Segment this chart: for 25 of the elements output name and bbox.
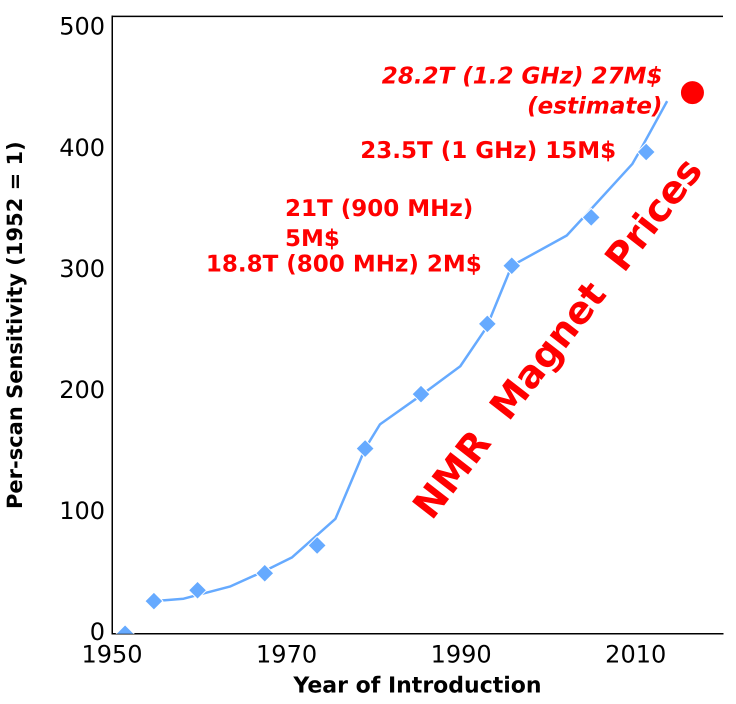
y-tick-label: 500 xyxy=(59,12,105,41)
point xyxy=(582,208,601,227)
x-tick-label: 2010 xyxy=(605,640,666,668)
annotation: 23.5T (1 GHz) 15M$ xyxy=(360,138,616,164)
y-tick-label: 200 xyxy=(59,376,105,404)
y-tick-label: 300 xyxy=(59,254,105,283)
point xyxy=(502,256,522,276)
y-tick-label: 100 xyxy=(59,496,105,525)
y-tick-label: 400 xyxy=(59,134,105,162)
point xyxy=(680,80,705,106)
x-tick-label: 1990 xyxy=(430,640,492,668)
point xyxy=(308,536,327,555)
point xyxy=(356,439,375,458)
annotation: 18.8T (800 MHz) 2M$ xyxy=(206,252,482,278)
point xyxy=(144,592,164,611)
point xyxy=(188,580,208,600)
point xyxy=(411,384,430,404)
point xyxy=(636,142,656,162)
annotation: 28.2T (1.2 GHz) 27M$ (estimate) xyxy=(382,64,662,120)
x-axis-title: Year of Introduction xyxy=(292,674,542,699)
y-axis-title: Per-scan Sensitivity (1952 = 1) xyxy=(3,141,28,509)
point xyxy=(255,564,274,583)
annotation: 21T (900 MHz) 5M$ xyxy=(285,196,474,252)
x-tick-label: 1970 xyxy=(256,640,318,668)
x-tick-label: 1950 xyxy=(81,640,143,668)
